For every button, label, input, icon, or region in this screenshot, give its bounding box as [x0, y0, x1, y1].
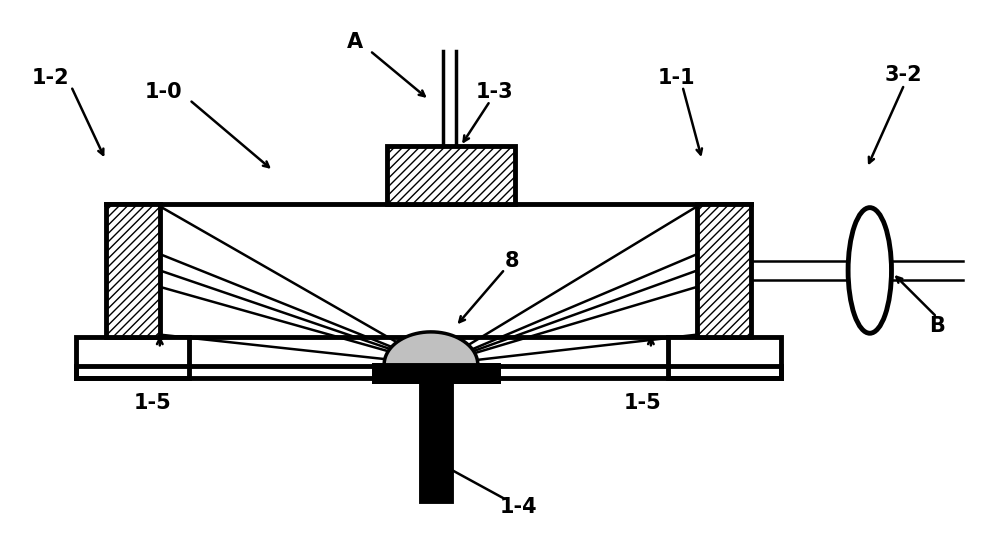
Text: 1-0: 1-0 — [145, 82, 183, 101]
Text: 1-5: 1-5 — [624, 393, 662, 413]
Text: 1-2: 1-2 — [32, 68, 69, 88]
Bar — [668, 337, 781, 379]
Bar — [697, 203, 751, 337]
Text: 1-5: 1-5 — [134, 393, 172, 413]
Text: 3-2: 3-2 — [885, 65, 922, 85]
Polygon shape — [384, 332, 478, 365]
Text: 8: 8 — [505, 251, 519, 271]
Bar — [387, 146, 515, 203]
Text: 1-4: 1-4 — [500, 497, 538, 517]
Ellipse shape — [848, 208, 891, 333]
Bar — [76, 337, 189, 379]
Bar — [106, 203, 160, 337]
Text: 1-3: 1-3 — [475, 82, 513, 101]
Bar — [421, 381, 451, 501]
Text: 1-1: 1-1 — [658, 68, 695, 88]
Text: A: A — [347, 32, 363, 53]
Bar — [374, 365, 498, 381]
Bar — [374, 365, 498, 381]
Text: B: B — [929, 316, 945, 337]
